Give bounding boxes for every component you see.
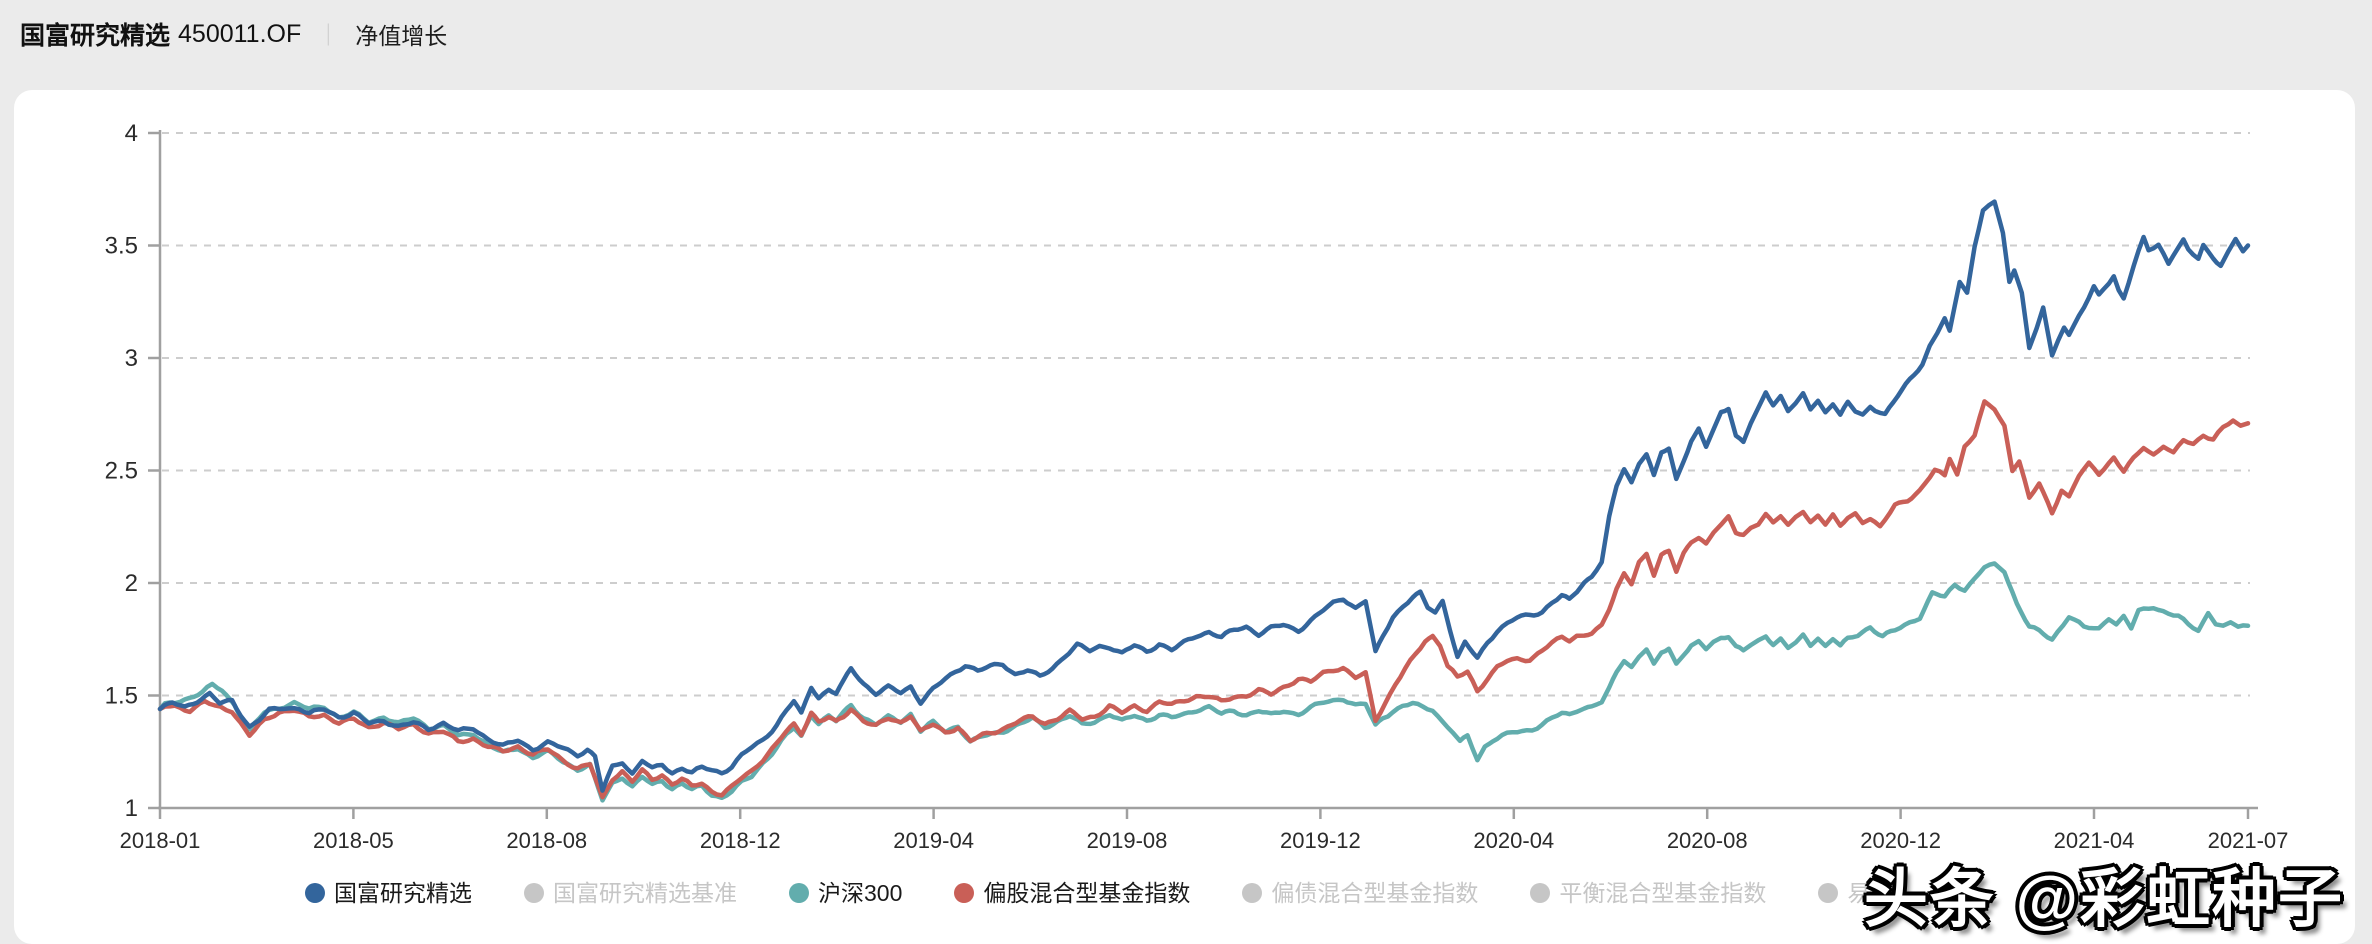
series-line-2: [157, 561, 2251, 803]
header-divider: ｜: [317, 23, 340, 48]
y-tick-label: 1: [125, 795, 138, 822]
x-tick-label: 2018-12: [700, 828, 781, 853]
y-tick-label: 2.5: [105, 458, 138, 485]
y-tick-label: 1.5: [105, 683, 138, 710]
x-tick-label: 2020-12: [1860, 828, 1941, 853]
legend-dot-icon: [789, 883, 809, 903]
legend-item-label: 易: [1847, 879, 1871, 906]
legend-item-label: 国富研究精选: [334, 879, 472, 906]
y-tick-label: 3: [125, 345, 138, 372]
legend-dot-icon: [1242, 883, 1263, 903]
legend-item-5[interactable]: 平衡混合型基金指数: [1530, 879, 1767, 906]
x-axis-labels: 2018-01 2018-05 2018-08 2018-12 2019-04 2019-…: [120, 808, 2289, 853]
legend-item-label: 偏股混合型基金指数: [983, 879, 1191, 906]
y-tick-label: 4: [125, 120, 138, 147]
x-tick-label: 2019-04: [893, 828, 974, 853]
x-tick-label: 2019-12: [1280, 828, 1361, 853]
legend-item-1[interactable]: 国富研究精选基准: [524, 879, 737, 906]
x-tick-label: 2018-08: [506, 828, 587, 853]
legend-dot-icon: [524, 883, 544, 903]
view-label: 净值增长: [355, 23, 448, 49]
x-tick-label: 2020-08: [1667, 828, 1748, 853]
fund-name: 国富研究精选: [20, 22, 171, 50]
x-tick-label: 2020-04: [1473, 828, 1554, 853]
y-axis-labels: 1 1.5 2 2.5 3 3.5 4: [105, 120, 160, 822]
legend-dot-icon: [305, 883, 325, 903]
legend-item-label: 偏债混合型基金指数: [1271, 879, 1479, 906]
legend-item-label: 沪深300: [818, 879, 903, 906]
series-line-3: [157, 399, 2251, 800]
series-lines: [157, 199, 2251, 803]
legend-item-3[interactable]: 偏股混合型基金指数: [954, 879, 1191, 906]
chart-card: [14, 90, 2355, 944]
legend-dot-icon: [1818, 883, 1839, 903]
page-header: 国富研究精选 450011.OF ｜ 净值增长: [20, 14, 447, 54]
legend-item-label: 国富研究精选基准: [553, 879, 737, 906]
legend-dot-icon: [954, 883, 975, 903]
x-tick-label: 2021-07: [2208, 828, 2289, 853]
x-tick-label: 2021-04: [2054, 828, 2135, 853]
x-tick-label: 2019-08: [1087, 828, 1168, 853]
series-line-0: [157, 199, 2251, 793]
y-tick-label: 2: [125, 570, 138, 597]
chart-legend: 国富研究精选 国富研究精选基准 沪深300 偏股混合型基金指数 偏债混合型基金指数 平衡混…: [305, 874, 1870, 912]
fund-code: 450011.OF: [178, 19, 302, 48]
legend-item-label: 平衡混合型基金指数: [1559, 879, 1767, 906]
legend-item-6[interactable]: 易: [1818, 879, 1871, 906]
legend-item-4[interactable]: 偏债混合型基金指数: [1242, 879, 1479, 906]
x-tick-label: 2018-01: [120, 828, 201, 853]
legend-dot-icon: [1530, 883, 1551, 903]
legend-item-2[interactable]: 沪深300: [789, 879, 903, 906]
legend-item-0[interactable]: 国富研究精选: [305, 879, 472, 906]
x-tick-label: 2018-05: [313, 828, 394, 853]
y-tick-label: 3.5: [105, 233, 138, 260]
grid-lines: [162, 132, 2250, 697]
watermark-text: 头条 @彩虹种子: [1863, 863, 2344, 935]
